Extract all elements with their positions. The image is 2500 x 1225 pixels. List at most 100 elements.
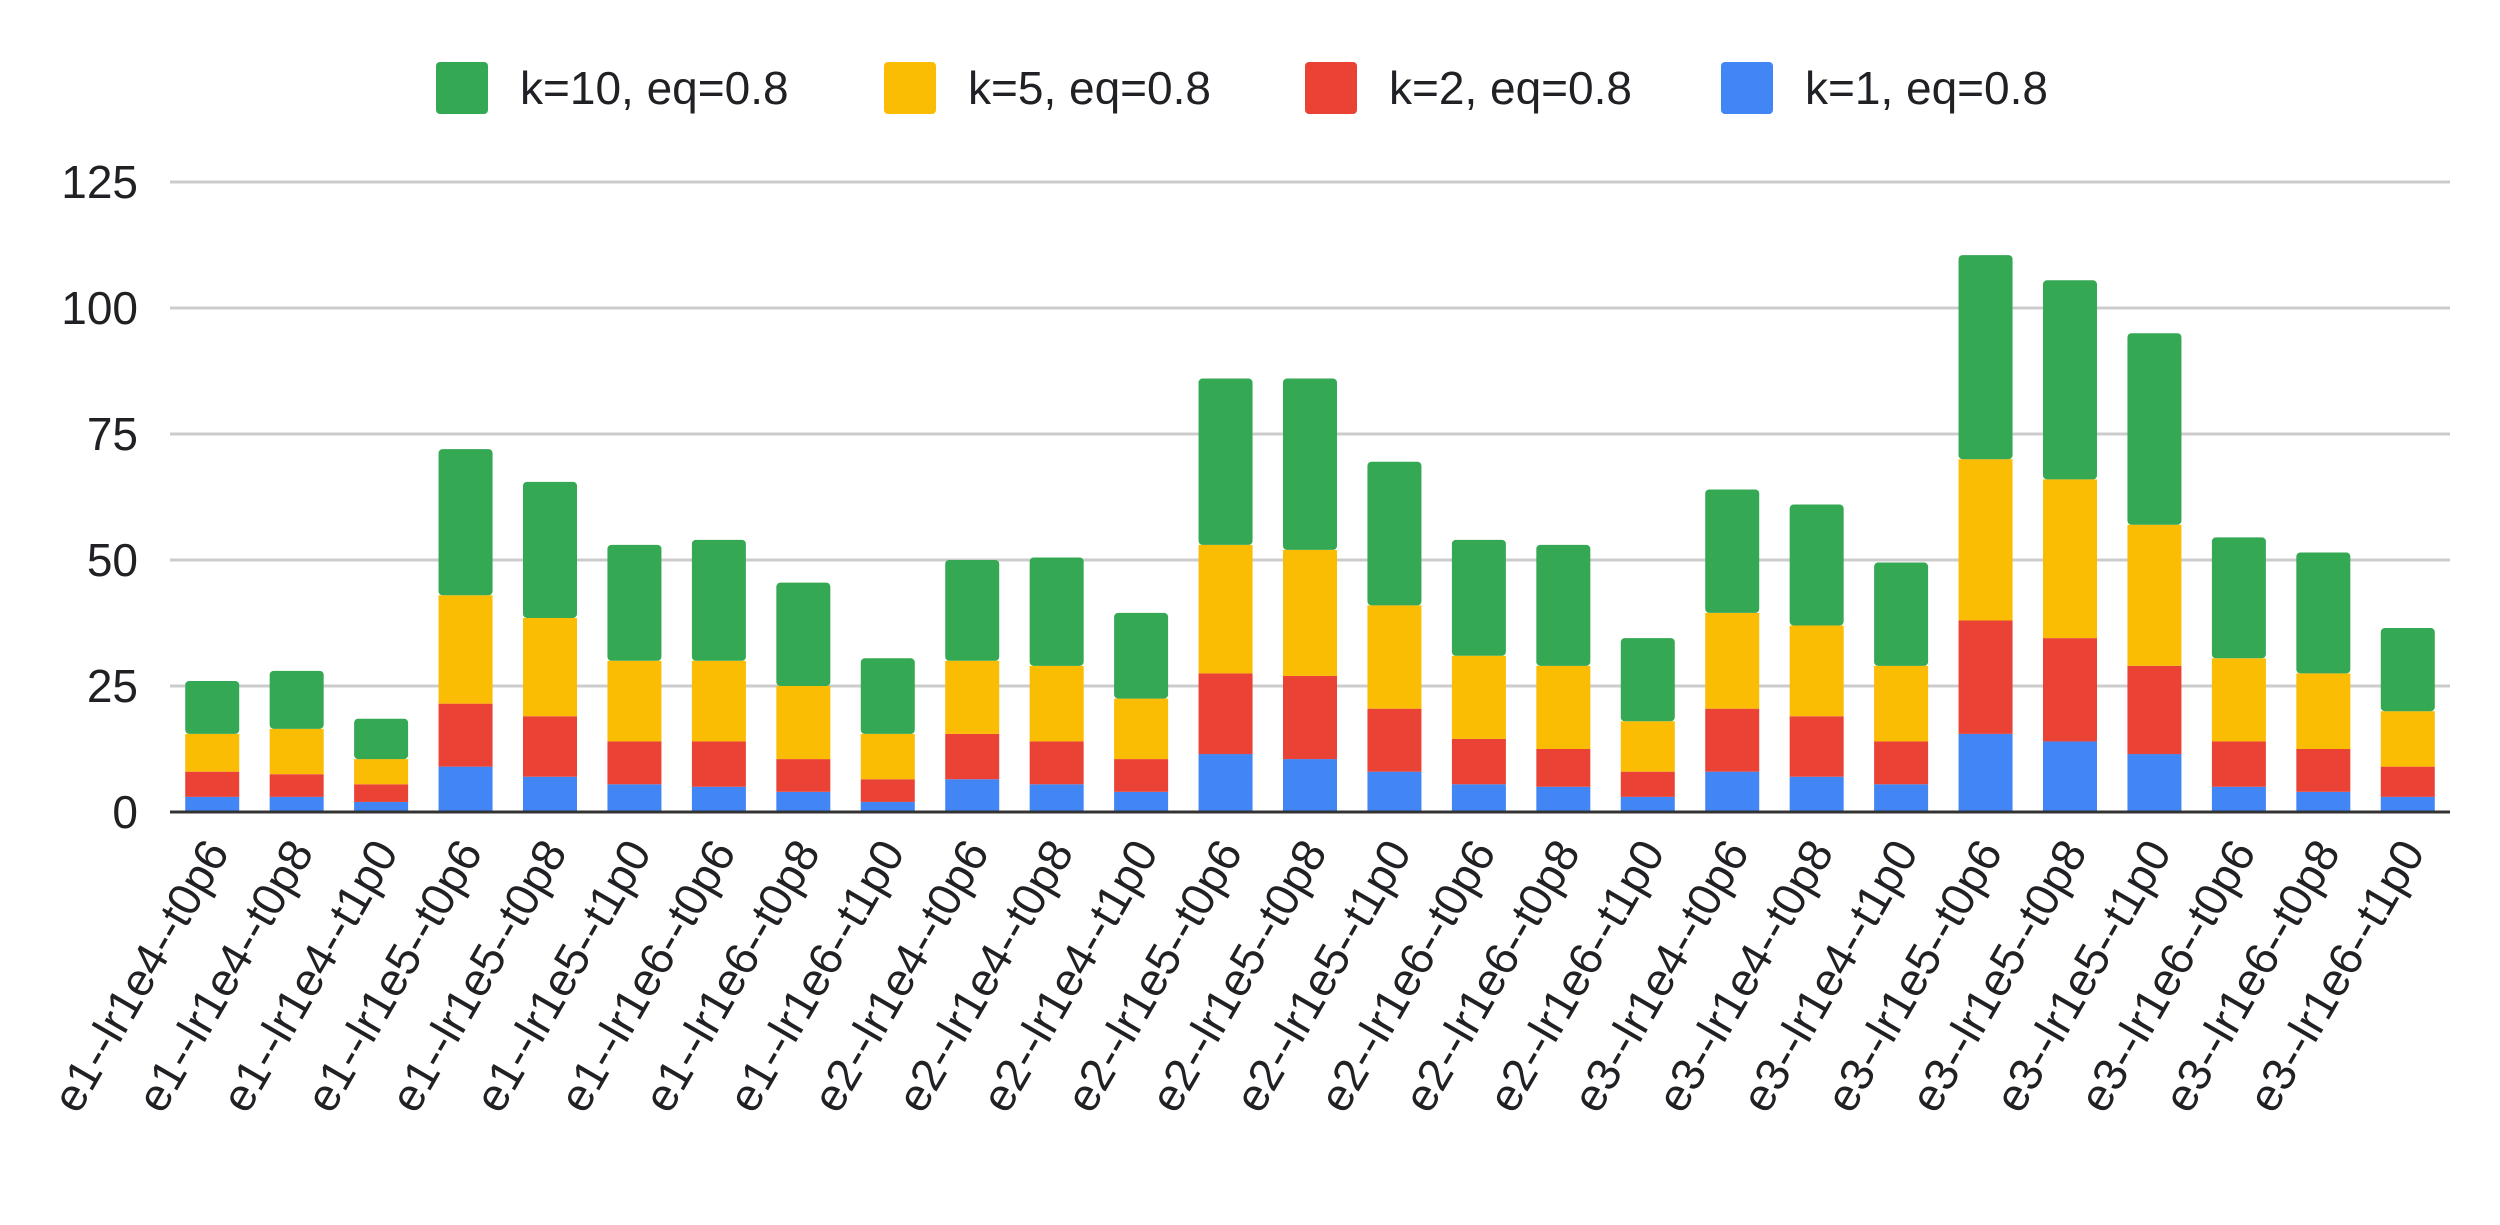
bar-segment-k-2-eq-0-8-e2-lr1e6-t0p6 [1451, 738, 1506, 785]
legend-item-k-1-eq-0-8: k=1, eq=0.8 [1721, 62, 2048, 114]
bar-segment-k-10-eq-0-8-e3-lr1e5-t1p0 [2127, 333, 2182, 525]
bar-segment-k-5-eq-0-8-e1-lr1e4-t1p0 [354, 759, 409, 785]
bar-stack-e3-lr1e6-t0p8 [2296, 552, 2351, 812]
bar-segment-k-5-eq-0-8-e3-lr1e6-t0p8 [2296, 673, 2351, 749]
bar-segment-k-1-eq-0-8-e1-lr1e6-t0p6 [691, 786, 746, 812]
bar-stack-e2-lr1e5-t0p6 [1198, 378, 1253, 812]
bar-segment-k-1-eq-0-8-e2-lr1e5-t0p6 [1198, 754, 1253, 812]
bar-segment-k-2-eq-0-8-e1-lr1e4-t0p6 [185, 771, 240, 797]
y-tick-label: 100 [61, 282, 138, 334]
bar-segment-k-5-eq-0-8-e1-lr1e5-t0p8 [523, 617, 577, 717]
bar-segment-k-2-eq-0-8-e2-lr1e4-t0p8 [1029, 741, 1084, 785]
bar-segment-k-10-eq-0-8-e2-lr1e6-t0p8 [1536, 544, 1591, 666]
bar-segment-k-10-eq-0-8-e1-lr1e4-t1p0 [354, 718, 409, 760]
legend-label: k=1, eq=0.8 [1805, 62, 2048, 114]
legend: k=10, eq=0.8 k=5, eq=0.8 k=2, eq=0.8 k=1, e… [436, 62, 2048, 114]
bar-segment-k-5-eq-0-8-e2-lr1e5-t1p0 [1367, 605, 1422, 709]
bar-segment-k-2-eq-0-8-e1-lr1e4-t0p8 [269, 774, 324, 797]
bar-segment-k-10-eq-0-8-e3-lr1e6-t0p6 [2211, 537, 2266, 659]
bar-segment-k-5-eq-0-8-e1-lr1e5-t0p6 [438, 595, 493, 704]
bar-segment-k-5-eq-0-8-e1-lr1e4-t0p6 [185, 733, 240, 772]
bar-segment-k-10-eq-0-8-e3-lr1e5-t0p6 [1958, 255, 2013, 460]
bar-segment-k-1-eq-0-8-e1-lr1e5-t1p0 [607, 784, 662, 812]
bar-segment-k-10-eq-0-8-e3-lr1e4-t0p8 [1789, 504, 1844, 626]
bar-segment-k-5-eq-0-8-e3-lr1e5-t0p8 [2043, 479, 2097, 639]
bar-stack-e3-lr1e6-t1p0 [2380, 628, 2435, 812]
bar-segment-k-2-eq-0-8-e2-lr1e5-t0p8 [1283, 675, 1337, 760]
bar-segment-k-2-eq-0-8-e3-lr1e6-t0p6 [2211, 741, 2266, 787]
legend-item-k-5-eq-0-8: k=5, eq=0.8 [884, 62, 1211, 114]
bar-stack-e2-lr1e4-t0p8 [1029, 557, 1084, 812]
bar-segment-k-5-eq-0-8-e3-lr1e6-t1p0 [2380, 711, 2435, 767]
bar-segment-k-10-eq-0-8-e3-lr1e5-t0p8 [2043, 280, 2097, 480]
bar-segment-k-1-eq-0-8-e3-lr1e6-t0p6 [2211, 786, 2266, 812]
legend-swatch [1305, 62, 1357, 114]
bars [185, 255, 2435, 812]
bar-stack-e3-lr1e4-t0p8 [1789, 504, 1844, 812]
bar-segment-k-2-eq-0-8-e3-lr1e6-t0p8 [2296, 749, 2351, 792]
bar-segment-k-5-eq-0-8-e2-lr1e4-t1p0 [1114, 698, 1169, 760]
bar-segment-k-2-eq-0-8-e1-lr1e6-t0p8 [776, 759, 831, 792]
bar-segment-k-10-eq-0-8-e3-lr1e6-t1p0 [2380, 628, 2435, 712]
bar-segment-k-1-eq-0-8-e3-lr1e6-t0p8 [2296, 791, 2351, 812]
bar-segment-k-1-eq-0-8-e1-lr1e5-t0p8 [523, 776, 577, 812]
bar-segment-k-2-eq-0-8-e3-lr1e4-t0p8 [1789, 716, 1844, 777]
legend-label: k=2, eq=0.8 [1389, 62, 1632, 114]
y-tick-label: 75 [87, 408, 138, 460]
bar-stack-e3-lr1e5-t0p6 [1958, 255, 2013, 812]
bar-segment-k-2-eq-0-8-e2-lr1e4-t1p0 [1114, 759, 1169, 792]
bar-stack-e3-lr1e5-t0p8 [2043, 280, 2097, 812]
bar-stack-e1-lr1e6-t1p0 [860, 658, 915, 812]
bar-stack-e2-lr1e4-t1p0 [1114, 612, 1169, 812]
bar-segment-k-2-eq-0-8-e1-lr1e5-t0p6 [438, 703, 493, 767]
bar-segment-k-5-eq-0-8-e1-lr1e4-t0p8 [269, 728, 324, 775]
bar-segment-k-5-eq-0-8-e1-lr1e6-t1p0 [860, 733, 915, 780]
bar-segment-k-10-eq-0-8-e2-lr1e4-t0p6 [945, 560, 1000, 661]
bar-segment-k-2-eq-0-8-e2-lr1e4-t0p6 [945, 733, 1000, 780]
bar-segment-k-2-eq-0-8-e1-lr1e4-t1p0 [354, 784, 409, 802]
bar-segment-k-5-eq-0-8-e2-lr1e5-t0p8 [1283, 549, 1337, 676]
bar-stack-e1-lr1e4-t0p8 [269, 670, 324, 812]
bar-segment-k-2-eq-0-8-e3-lr1e5-t0p8 [2043, 638, 2097, 742]
y-tick-label: 25 [87, 660, 138, 712]
bar-segment-k-10-eq-0-8-e1-lr1e4-t0p8 [269, 670, 324, 729]
legend-item-k-2-eq-0-8: k=2, eq=0.8 [1305, 62, 1632, 114]
bar-segment-k-5-eq-0-8-e3-lr1e5-t1p0 [2127, 524, 2182, 666]
bar-segment-k-1-eq-0-8-e2-lr1e4-t1p0 [1114, 791, 1169, 812]
bar-segment-k-5-eq-0-8-e3-lr1e4-t1p0 [1874, 665, 1929, 742]
legend-swatch [884, 62, 936, 114]
bar-segment-k-1-eq-0-8-e2-lr1e6-t0p8 [1536, 786, 1591, 812]
bar-stack-e1-lr1e6-t0p6 [691, 539, 746, 812]
bar-stack-e3-lr1e4-t0p6 [1705, 489, 1760, 812]
bar-segment-k-10-eq-0-8-e2-lr1e6-t1p0 [1620, 638, 1675, 722]
bar-segment-k-10-eq-0-8-e2-lr1e5-t0p6 [1198, 378, 1253, 545]
bar-stack-e3-lr1e5-t1p0 [2127, 333, 2182, 812]
bar-segment-k-2-eq-0-8-e3-lr1e4-t0p6 [1705, 708, 1760, 772]
bar-segment-k-1-eq-0-8-e3-lr1e5-t0p8 [2043, 741, 2097, 812]
legend-item-k-10-eq-0-8: k=10, eq=0.8 [436, 62, 789, 114]
legend-swatch [436, 62, 488, 114]
bar-segment-k-10-eq-0-8-e1-lr1e4-t0p6 [185, 680, 240, 734]
bar-segment-k-10-eq-0-8-e1-lr1e6-t0p6 [691, 539, 746, 661]
bar-segment-k-1-eq-0-8-e1-lr1e6-t0p8 [776, 791, 831, 812]
bar-segment-k-2-eq-0-8-e1-lr1e5-t1p0 [607, 741, 662, 785]
bar-segment-k-2-eq-0-8-e3-lr1e4-t1p0 [1874, 741, 1929, 785]
bar-stack-e2-lr1e6-t1p0 [1620, 638, 1675, 812]
bar-segment-k-2-eq-0-8-e1-lr1e5-t0p8 [523, 716, 577, 777]
bar-stack-e3-lr1e6-t0p6 [2211, 537, 2266, 812]
bar-segment-k-2-eq-0-8-e2-lr1e5-t0p6 [1198, 673, 1253, 755]
bar-segment-k-10-eq-0-8-e1-lr1e6-t1p0 [860, 658, 915, 734]
bar-segment-k-5-eq-0-8-e3-lr1e4-t0p6 [1705, 612, 1760, 709]
bar-segment-k-10-eq-0-8-e2-lr1e4-t0p8 [1029, 557, 1084, 666]
bar-segment-k-5-eq-0-8-e2-lr1e6-t1p0 [1620, 721, 1675, 772]
bar-segment-k-1-eq-0-8-e3-lr1e6-t1p0 [2380, 796, 2435, 812]
bar-segment-k-10-eq-0-8-e2-lr1e5-t0p8 [1283, 378, 1337, 550]
bar-segment-k-5-eq-0-8-e2-lr1e5-t0p6 [1198, 544, 1253, 674]
bar-segment-k-1-eq-0-8-e1-lr1e6-t1p0 [860, 801, 915, 812]
bar-segment-k-5-eq-0-8-e2-lr1e4-t0p8 [1029, 665, 1084, 742]
bar-segment-k-2-eq-0-8-e2-lr1e6-t0p8 [1536, 749, 1591, 787]
bar-segment-k-5-eq-0-8-e2-lr1e6-t0p8 [1536, 665, 1591, 749]
bar-stack-e2-lr1e6-t0p6 [1451, 539, 1506, 812]
